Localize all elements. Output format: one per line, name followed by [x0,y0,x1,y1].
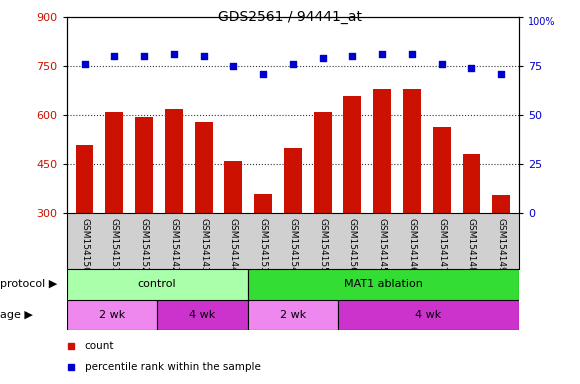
Bar [165,109,183,213]
Text: GSM154142: GSM154142 [169,218,178,272]
Text: 4 wk: 4 wk [415,310,442,320]
Text: 2 wk: 2 wk [99,310,125,320]
Bar [135,117,153,213]
Bar [67,269,248,300]
Text: GSM154144: GSM154144 [229,218,238,272]
Bar [254,194,272,213]
Bar [195,122,212,213]
Bar [492,195,510,213]
Text: percentile rank within the sample: percentile rank within the sample [85,362,260,372]
Point [288,61,298,67]
Point [110,53,119,60]
Bar [343,96,361,213]
Text: GSM154147: GSM154147 [437,218,446,272]
Bar [224,161,242,213]
Text: 2 wk: 2 wk [280,310,306,320]
Text: GSM154155: GSM154155 [318,218,327,273]
Bar [157,300,248,330]
Text: GSM154150: GSM154150 [80,218,89,273]
Point [199,53,208,60]
Text: GSM154156: GSM154156 [348,218,357,273]
Point [259,71,268,77]
Bar [248,269,519,300]
Text: control: control [138,279,176,289]
Bar [67,300,157,330]
Bar [284,148,302,213]
Bar [106,112,123,213]
Point [318,55,327,61]
Text: GSM154153: GSM154153 [259,218,267,273]
Bar [248,300,338,330]
Text: GSM154146: GSM154146 [408,218,416,272]
Point [139,53,148,60]
Text: 100%: 100% [528,17,556,27]
Bar [403,89,421,213]
Text: protocol ▶: protocol ▶ [0,279,57,289]
Point [169,51,179,58]
Text: age ▶: age ▶ [0,310,33,320]
Text: GSM154151: GSM154151 [110,218,119,273]
Text: GSM154148: GSM154148 [467,218,476,272]
Bar [433,127,451,213]
Point [378,51,387,58]
Text: GSM154149: GSM154149 [496,218,506,272]
Point [496,71,506,77]
Bar [463,154,480,213]
Bar [374,89,391,213]
Point [348,53,357,60]
Point [229,63,238,70]
Point [80,61,89,67]
Text: GSM154143: GSM154143 [199,218,208,272]
Text: 4 wk: 4 wk [189,310,216,320]
Text: MAT1 ablation: MAT1 ablation [344,279,423,289]
Point [437,61,447,67]
Point [407,51,416,58]
Text: count: count [85,341,114,351]
Point [467,65,476,71]
Text: GSM154152: GSM154152 [140,218,148,272]
Text: GSM154145: GSM154145 [378,218,387,272]
Bar [338,300,519,330]
Bar [75,145,93,213]
Text: GDS2561 / 94441_at: GDS2561 / 94441_at [218,10,362,23]
Bar [314,112,332,213]
Text: GSM154154: GSM154154 [288,218,298,272]
